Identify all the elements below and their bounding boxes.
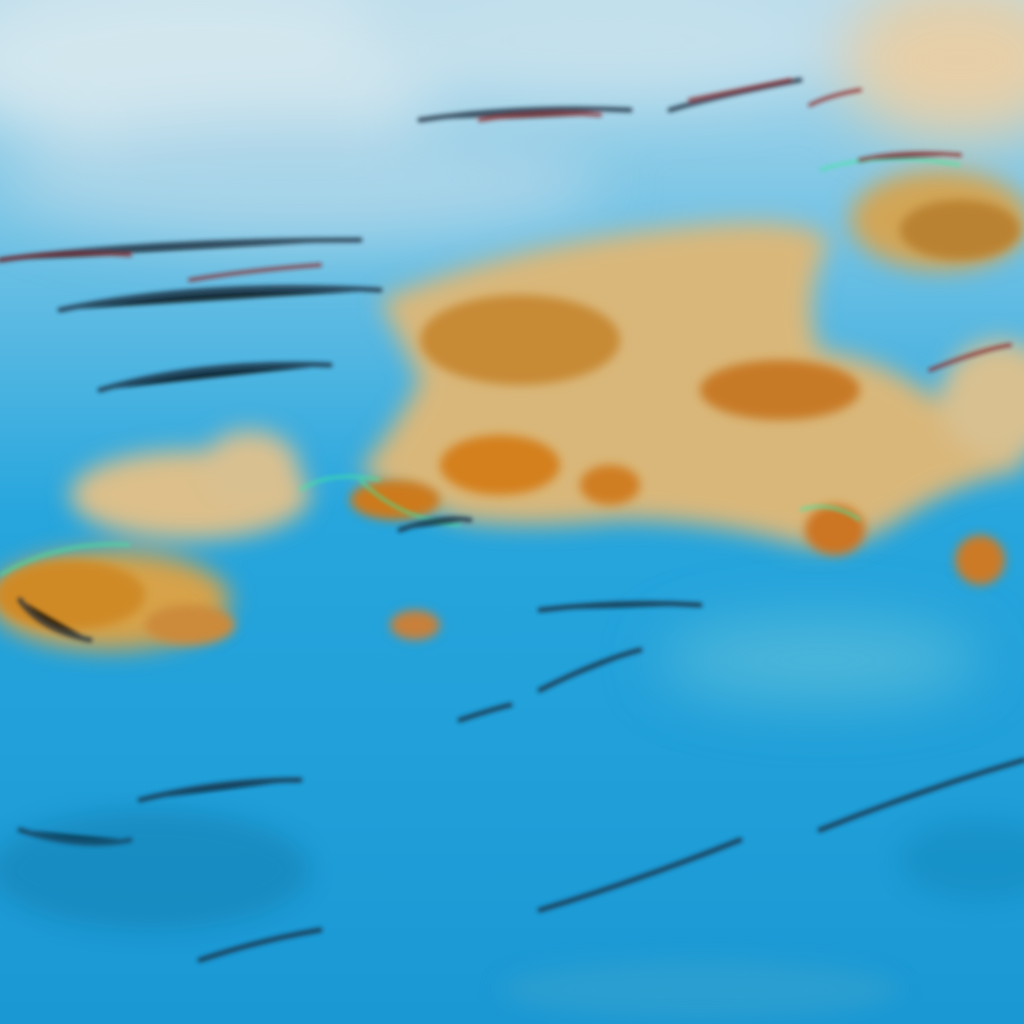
high-haze xyxy=(0,0,1024,700)
cloud-cores xyxy=(0,200,1020,645)
cloud-shadows xyxy=(0,77,1024,963)
cloud-edges xyxy=(0,157,961,577)
ocean-texture xyxy=(0,810,1024,1020)
